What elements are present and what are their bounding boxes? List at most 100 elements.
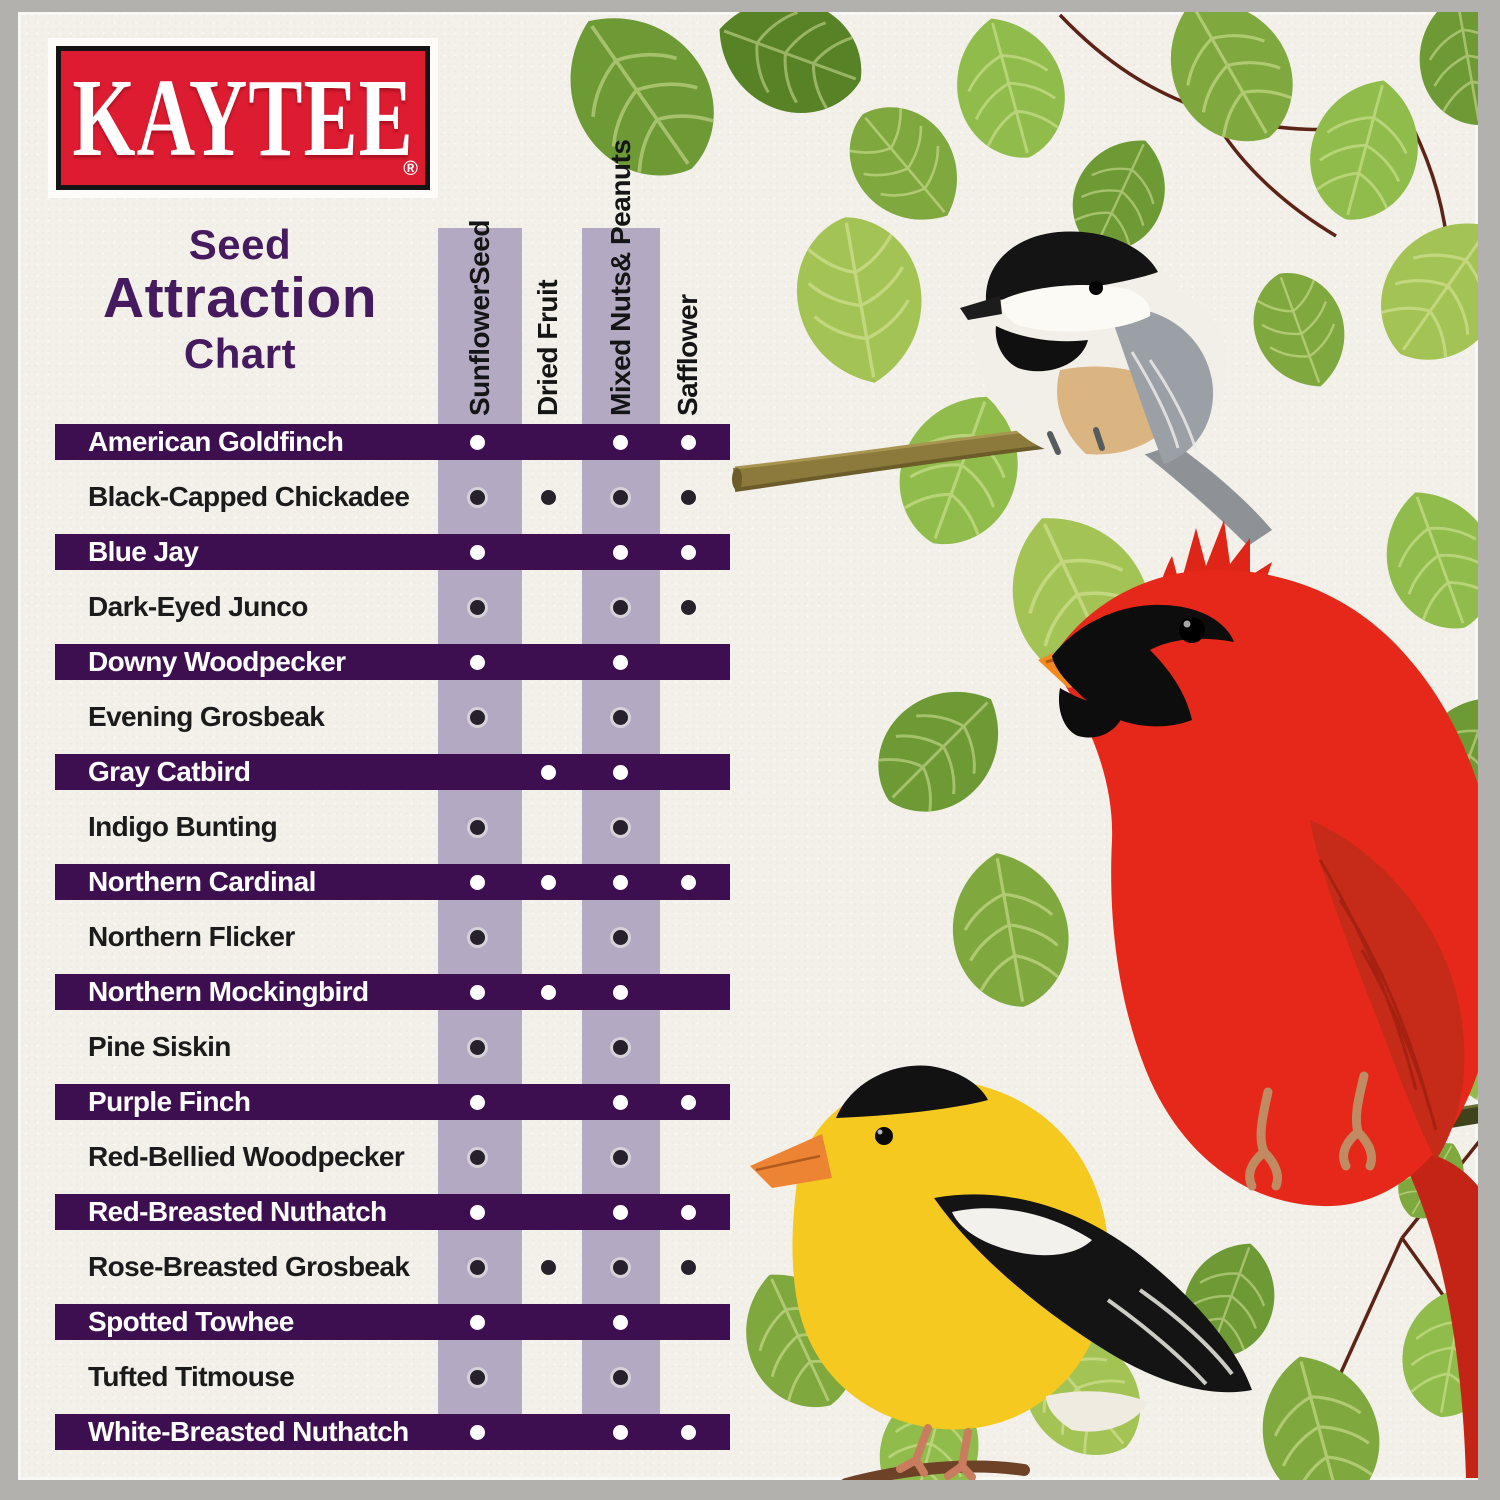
bird-name-label: Rose-Breasted Grosbeak: [88, 1251, 410, 1282]
bird-name-label: Downy Woodpecker: [88, 646, 346, 677]
bird-name-label: Tufted Titmouse: [88, 1361, 295, 1392]
kaytee-logo-frame: KAYTEE ®: [56, 46, 430, 190]
attraction-dot: [469, 929, 485, 945]
attraction-dot: [612, 544, 628, 560]
bird-name-label: Pine Siskin: [88, 1031, 231, 1062]
attraction-dot: [612, 709, 628, 725]
bird-name-label: Spotted Towhee: [88, 1306, 294, 1337]
attraction-dot: [540, 984, 556, 1000]
attraction-dot: [680, 1094, 696, 1110]
black-capped-chickadee: [960, 231, 1272, 546]
column-header-dried-fruit: Dried Fruit: [508, 226, 588, 416]
attraction-dot: [469, 599, 485, 615]
attraction-dot: [612, 1039, 628, 1055]
table-row: Northern Cardinal: [55, 864, 730, 900]
attraction-dot: [680, 1259, 696, 1275]
bird-name-label: Evening Grosbeak: [88, 701, 325, 732]
table-row: Black-Capped Chickadee: [55, 465, 730, 529]
table-row: American Goldfinch: [55, 424, 730, 460]
attraction-dot: [612, 819, 628, 835]
attraction-dot: [612, 1424, 628, 1440]
table-row: Dark-Eyed Junco: [55, 575, 730, 639]
attraction-dot: [612, 984, 628, 1000]
attraction-dot: [469, 709, 485, 725]
attraction-dot: [469, 654, 485, 670]
table-row: Purple Finch: [55, 1084, 730, 1120]
table-row: Blue Jay: [55, 534, 730, 570]
attraction-dot: [469, 819, 485, 835]
bird-name-label: White-Breasted Nuthatch: [88, 1416, 409, 1447]
bird-name-label: Northern Mockingbird: [88, 976, 369, 1007]
column-header-safflower: Safflower: [648, 226, 728, 416]
attraction-dot: [612, 1259, 628, 1275]
attraction-dot: [469, 1314, 485, 1330]
attraction-dot: [612, 1094, 628, 1110]
attraction-dot: [540, 874, 556, 890]
attraction-dot: [680, 1204, 696, 1220]
attraction-dot: [469, 1039, 485, 1055]
northern-cardinal: [1038, 520, 1478, 1478]
registered-trademark-icon: ®: [403, 158, 418, 180]
table-row: Indigo Bunting: [55, 795, 730, 859]
bird-name-label: Red-Breasted Nuthatch: [88, 1196, 387, 1227]
attraction-dot: [612, 654, 628, 670]
column-header-line: Sunflower: [464, 285, 496, 416]
attraction-dot: [612, 1369, 628, 1385]
bird-name-label: Northern Flicker: [88, 921, 295, 952]
attraction-dot: [540, 489, 556, 505]
table-row: Pine Siskin: [55, 1015, 730, 1079]
table-row: Northern Flicker: [55, 905, 730, 969]
bird-name-label: Dark-Eyed Junco: [88, 591, 308, 622]
attraction-dot: [469, 1259, 485, 1275]
bird-name-label: Gray Catbird: [88, 756, 251, 787]
attraction-dot: [680, 874, 696, 890]
attraction-dot: [469, 1204, 485, 1220]
attraction-dot: [540, 1259, 556, 1275]
attraction-table: American Goldfinch Black-Capped Chickadee…: [55, 424, 730, 1450]
column-header-line: Mixed Nuts: [605, 271, 637, 416]
attraction-dot: [680, 1424, 696, 1440]
attraction-dot: [469, 984, 485, 1000]
paper-card: [18, 12, 1478, 1480]
attraction-dot: [469, 489, 485, 505]
column-header-line: & Peanuts: [605, 139, 637, 272]
table-row: Red-Breasted Nuthatch: [55, 1194, 730, 1230]
attraction-dot: [469, 1094, 485, 1110]
table-row: White-Breasted Nuthatch: [55, 1414, 730, 1450]
table-row: Red-Bellied Woodpecker: [55, 1125, 730, 1189]
attraction-dot: [612, 929, 628, 945]
attraction-dot: [612, 489, 628, 505]
attraction-dot: [680, 599, 696, 615]
attraction-dot: [469, 874, 485, 890]
bird-name-label: Purple Finch: [88, 1086, 251, 1117]
bird-name-label: Red-Bellied Woodpecker: [88, 1141, 405, 1172]
bird-and-leaves-scene: [532, 12, 1478, 1480]
attraction-dot: [612, 874, 628, 890]
attraction-dot: [612, 434, 628, 450]
column-header-line: Dried Fruit: [532, 279, 564, 416]
table-row: Northern Mockingbird: [55, 974, 730, 1010]
bird-name-label: American Goldfinch: [88, 426, 344, 457]
attraction-dot: [612, 1149, 628, 1165]
attraction-dot: [469, 1369, 485, 1385]
table-row: Gray Catbird: [55, 754, 730, 790]
attraction-dot: [612, 764, 628, 780]
chart-title: Seed Attraction Chart: [55, 224, 425, 375]
attraction-dot: [612, 1314, 628, 1330]
american-goldfinch: [750, 1065, 1252, 1480]
bird-name-label: Blue Jay: [88, 536, 199, 567]
bird-name-label: Indigo Bunting: [88, 811, 278, 842]
table-row: Rose-Breasted Grosbeak: [55, 1235, 730, 1299]
attraction-dot: [680, 544, 696, 560]
title-line-attraction: Attraction: [102, 266, 378, 330]
column-header-line: Seed: [464, 220, 496, 286]
table-row: Evening Grosbeak: [55, 685, 730, 749]
table-row: Spotted Towhee: [55, 1304, 730, 1340]
table-row: Tufted Titmouse: [55, 1345, 730, 1409]
attraction-dot: [680, 489, 696, 505]
attraction-dot: [469, 544, 485, 560]
column-header-line: Safflower: [672, 294, 704, 416]
attraction-dot: [469, 434, 485, 450]
attraction-dot: [540, 764, 556, 780]
